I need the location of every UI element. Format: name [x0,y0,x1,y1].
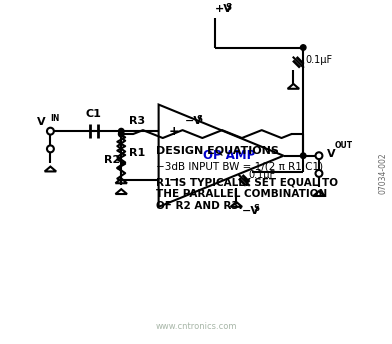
Text: R1: R1 [129,148,145,158]
Text: +: + [169,125,180,138]
Text: R3: R3 [129,116,145,126]
Polygon shape [159,105,283,207]
Circle shape [300,45,306,50]
Text: 07034-002: 07034-002 [378,153,387,194]
Text: S: S [253,204,259,213]
Text: −V: −V [185,116,203,126]
Polygon shape [288,84,299,89]
Polygon shape [116,179,127,183]
Text: S: S [196,115,202,124]
Text: THE PARALLEL COMBINATION: THE PARALLEL COMBINATION [156,189,327,199]
Text: S: S [225,3,232,12]
Circle shape [118,131,124,137]
Circle shape [118,128,124,134]
Text: +V: +V [215,4,232,14]
Text: OUT: OUT [335,141,353,150]
Text: −V: −V [242,206,260,216]
Text: 0.1μF: 0.1μF [305,55,332,65]
Circle shape [300,153,306,159]
Text: OF R2 AND R3.: OF R2 AND R3. [156,201,242,211]
Text: R2: R2 [103,155,120,165]
Text: R1 IS TYPICALLY SET EQUAL TO: R1 IS TYPICALLY SET EQUAL TO [156,178,338,187]
Text: −3dB INPUT BW = 1/(2 π R1 C1): −3dB INPUT BW = 1/(2 π R1 C1) [156,162,323,172]
Text: www.cntronics.com: www.cntronics.com [155,322,237,331]
Text: V: V [327,149,336,159]
Polygon shape [116,189,127,194]
Polygon shape [313,191,325,196]
Text: V: V [37,117,45,127]
Polygon shape [45,166,56,171]
Text: C1: C1 [86,109,102,119]
Text: IN: IN [51,114,60,123]
Text: OP AMP: OP AMP [203,149,255,162]
Text: −: − [169,174,180,187]
Polygon shape [230,202,242,207]
Text: DESIGN EQUATIONS: DESIGN EQUATIONS [156,146,279,156]
Text: 0.1μF: 0.1μF [248,170,275,180]
